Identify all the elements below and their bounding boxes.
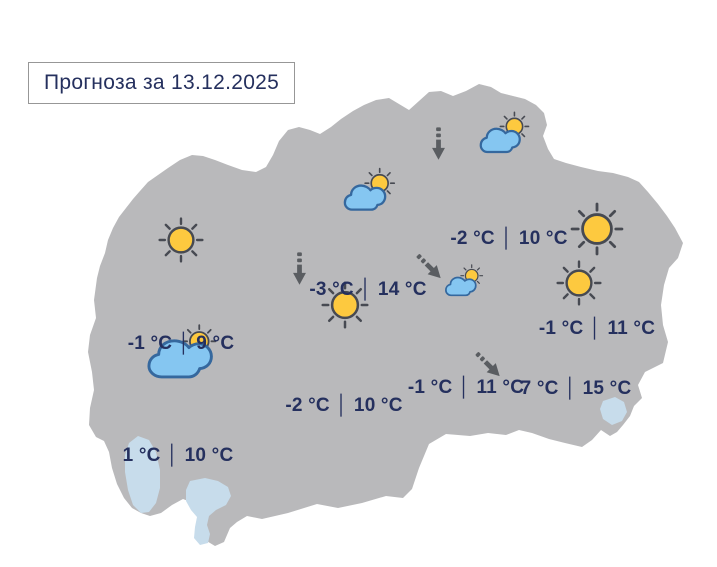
- temp-low: -2 °C: [450, 228, 495, 249]
- lake-prespa: [186, 478, 231, 545]
- temp-low: -3 °C: [309, 279, 354, 300]
- forecast-title: Прогноза за 13.12.2025: [28, 62, 296, 104]
- temp-high: 10 °C: [353, 395, 403, 416]
- temperature-label: -2 °C │ 10 °C: [450, 228, 567, 250]
- wind-arrow-down-right-icon: [411, 249, 447, 285]
- temp-separator: │: [500, 228, 513, 249]
- temperature-label: 7 °C │ 15 °C: [521, 378, 632, 400]
- temp-low: 1 °C: [122, 445, 161, 466]
- temp-high: 9 °C: [196, 333, 235, 354]
- temp-high: 10 °C: [184, 445, 234, 466]
- wind-arrow-down-right-icon: [470, 347, 506, 383]
- temp-high: 11 °C: [476, 377, 525, 398]
- temperature-label: 1 °C │ 10 °C: [123, 445, 234, 467]
- temp-high: 14 °C: [377, 279, 427, 300]
- sun-icon: [320, 280, 370, 330]
- sun-behind-cloud-icon: [341, 166, 403, 216]
- lake-dojran: [600, 397, 627, 425]
- temp-high: 15 °C: [582, 378, 632, 399]
- temp-separator: │: [178, 333, 191, 354]
- temp-high: 10 °C: [518, 228, 568, 249]
- temp-separator: │: [335, 395, 348, 416]
- temperature-label: -1 °C │ 9 °C: [128, 333, 235, 355]
- temperature-label: -3 °C │ 14 °C: [309, 279, 426, 301]
- cloud-with-sun-icon: [146, 324, 228, 381]
- temp-low: -1 °C: [407, 377, 453, 398]
- sun-behind-cloud-icon: [443, 263, 489, 300]
- temp-separator: │: [166, 445, 179, 466]
- sun-behind-cloud-icon: [477, 110, 537, 158]
- temp-low: 7 °C: [520, 378, 559, 399]
- temp-high: 11 °C: [607, 318, 656, 339]
- sun-icon: [555, 259, 603, 307]
- temp-low: -1 °C: [127, 333, 173, 354]
- country-landmass: [88, 84, 683, 546]
- temp-low: -1 °C: [538, 318, 584, 339]
- wind-arrow-down-icon: [291, 252, 308, 286]
- lake-ohrid: [125, 436, 160, 513]
- temperature-label: -2 °C │ 10 °C: [285, 395, 402, 417]
- temperature-label: -1 °C │ 11 °C: [539, 318, 655, 340]
- sun-icon: [157, 216, 205, 264]
- temp-low: -2 °C: [285, 395, 330, 416]
- temperature-label: -1 °C │ 11 °C: [408, 377, 524, 399]
- temp-separator: │: [359, 279, 372, 300]
- temp-separator: │: [458, 377, 471, 398]
- temp-separator: │: [589, 318, 602, 339]
- temp-separator: │: [564, 378, 577, 399]
- wind-arrow-down-icon: [430, 127, 447, 161]
- sun-icon: [569, 201, 625, 257]
